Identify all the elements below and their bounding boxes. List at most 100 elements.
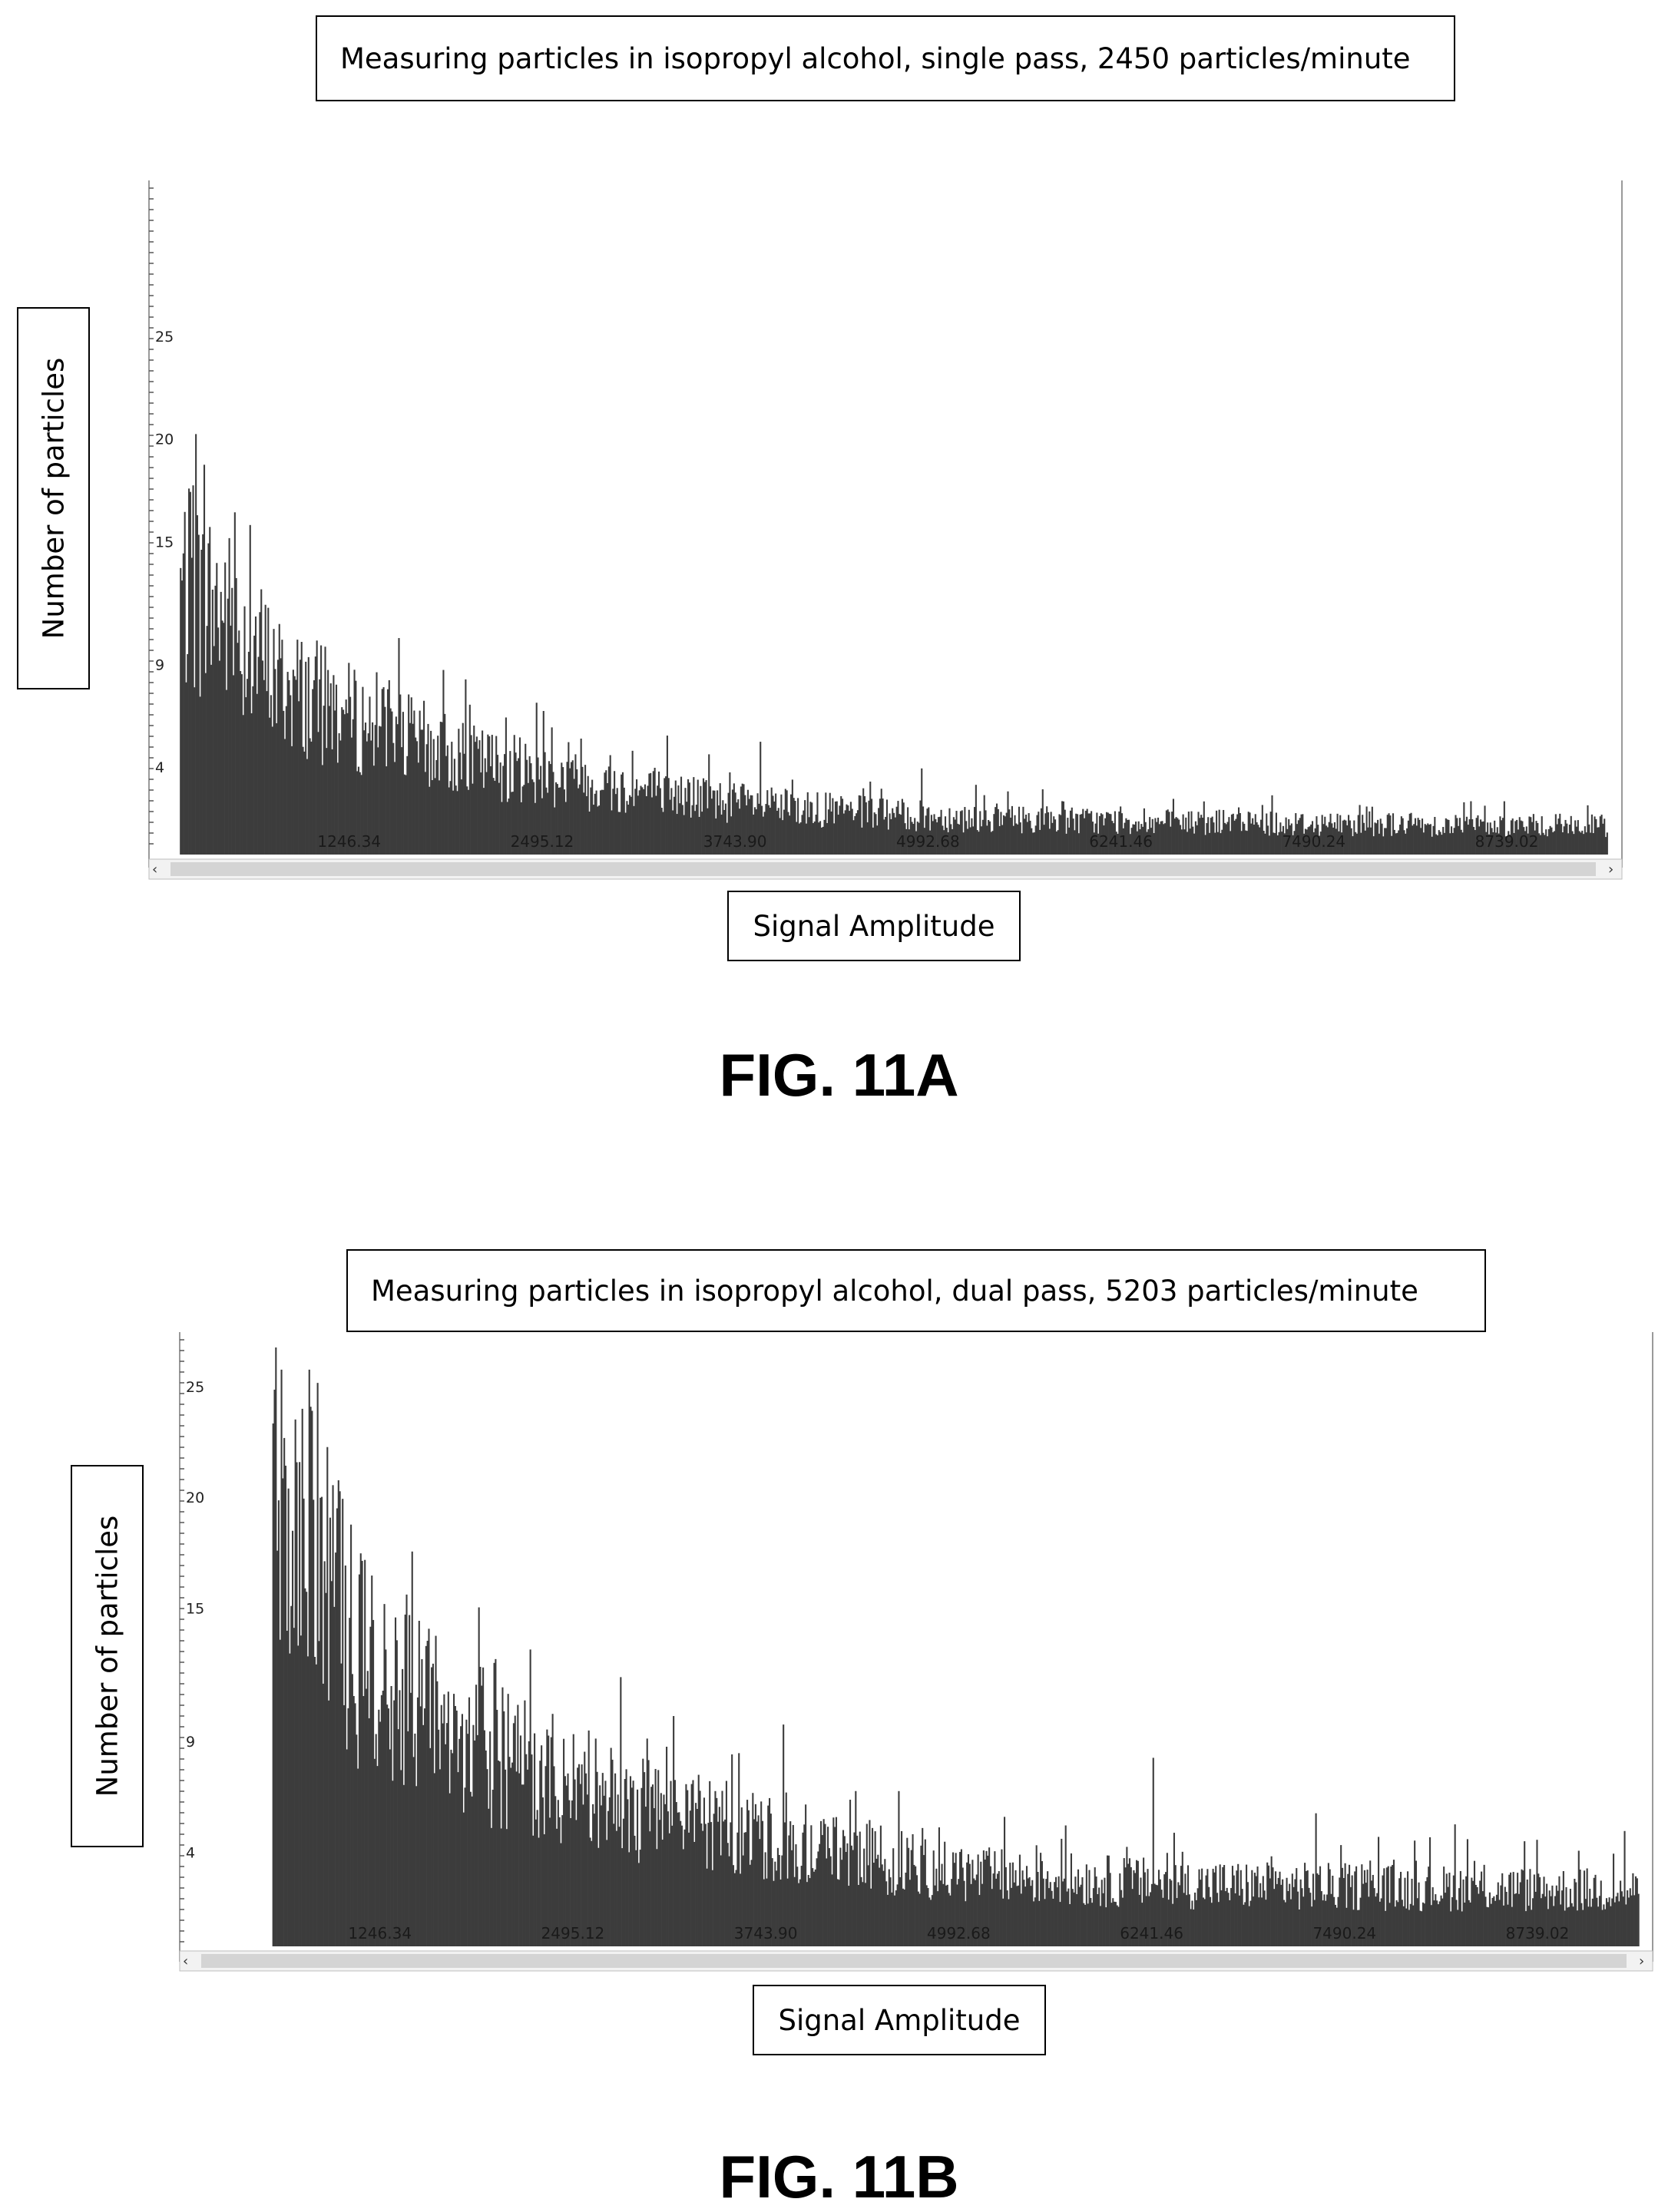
histogram-bar-b: [918, 1893, 921, 1946]
chart-title-a: Measuring particles in isopropyl alcohol…: [316, 15, 1455, 101]
histogram-bar-a: [261, 660, 264, 855]
histogram-bar-b: [798, 1883, 800, 1946]
histogram-bar-b: [1361, 1864, 1363, 1946]
histogram-bar-b: [1195, 1900, 1197, 1946]
histogram-bar-a: [250, 713, 253, 855]
histogram-bar-a: [676, 814, 678, 855]
histogram-bar-b: [1131, 1889, 1134, 1946]
histogram-bar-a: [591, 779, 594, 855]
histogram-bar-a: [1043, 825, 1045, 855]
histogram-bar-a: [1501, 818, 1504, 855]
histogram-bar-a: [453, 759, 455, 855]
histogram-bar-b: [819, 1843, 821, 1946]
histogram-bar-b: [650, 1787, 653, 1946]
histogram-bar-a: [314, 656, 316, 855]
histogram-bar-a: [1357, 815, 1359, 855]
scrollbar-thumb-a[interactable]: [170, 862, 1596, 876]
histogram-bar-b: [674, 1780, 676, 1946]
histogram-bar-b: [1605, 1898, 1608, 1946]
histogram-bar-b: [447, 1691, 449, 1946]
histogram-bar-a: [1124, 822, 1126, 855]
histogram-bar-a: [1278, 832, 1280, 855]
histogram-bar-b: [1037, 1872, 1039, 1946]
histogram-bar-a: [627, 804, 630, 855]
histogram-bar-b: [1272, 1867, 1274, 1946]
histogram-bar-b: [942, 1883, 945, 1946]
histogram-bar-b: [1419, 1910, 1422, 1946]
histogram-bar-b: [982, 1850, 985, 1946]
scroll-right-arrow-icon[interactable]: ›: [1608, 861, 1613, 878]
histogram-bar-a: [1168, 812, 1170, 855]
histogram-bar-b: [738, 1753, 740, 1946]
histogram-bar-a: [894, 817, 896, 855]
histogram-bar-b: [978, 1895, 981, 1946]
histogram-bar-b: [572, 1734, 574, 1946]
histogram-bar-a: [496, 755, 499, 855]
histogram-bar-b: [333, 1606, 336, 1946]
histogram-bar-b: [1105, 1907, 1107, 1946]
histogram-bar-b: [1135, 1860, 1138, 1946]
histogram-bar-b: [1564, 1910, 1566, 1946]
histogram-bar-a: [1326, 825, 1328, 855]
histogram-bar-b: [1316, 1873, 1319, 1946]
histogram-bar-b: [852, 1850, 854, 1946]
histogram-bar-a: [1491, 828, 1493, 855]
histogram-bar-b: [1194, 1892, 1196, 1946]
histogram-bar-a: [323, 706, 325, 855]
scrollbar-thumb-b[interactable]: [201, 1954, 1627, 1968]
x-tick-label-b: 8739.02: [1506, 1924, 1570, 1943]
histogram-bar-b: [1279, 1871, 1281, 1946]
histogram-bar-a: [199, 696, 201, 855]
histogram-bar-a: [1427, 823, 1429, 855]
histogram-bar-b: [511, 1762, 514, 1946]
histogram-bar-b: [279, 1639, 281, 1946]
histogram-bar-b: [548, 1817, 551, 1946]
histogram-bar-b: [1067, 1888, 1070, 1946]
histogram-bar-b: [1597, 1906, 1600, 1946]
histogram-bar-a: [818, 822, 820, 855]
histogram-bar-a: [570, 762, 573, 855]
histogram-bar-a: [859, 795, 862, 855]
scroll-left-arrow-icon[interactable]: ‹: [152, 861, 157, 878]
histogram-bar-b: [1092, 1888, 1094, 1946]
histogram-bar-a: [1537, 823, 1539, 855]
histogram-bar-b: [864, 1883, 867, 1946]
histogram-bar-a: [1192, 826, 1194, 855]
scroll-right-arrow-icon[interactable]: ›: [1639, 1953, 1644, 1969]
histogram-bar-a: [684, 788, 687, 855]
histogram-bar-a: [1019, 822, 1021, 855]
histogram-bar-a: [302, 746, 304, 855]
histogram-bar-a: [1187, 832, 1189, 855]
histogram-bar-a: [659, 788, 661, 855]
histogram-bar-b: [1397, 1902, 1399, 1946]
histogram-bar-a: [1175, 817, 1177, 855]
histogram-bar-a: [417, 762, 419, 855]
histogram-bar-b: [1507, 1904, 1509, 1946]
histogram-bar-b: [1527, 1906, 1530, 1946]
histogram-bar-a: [1316, 816, 1318, 855]
histogram-bar-b: [1522, 1870, 1524, 1946]
histogram-bar-b: [776, 1870, 778, 1946]
histogram-bar-b: [620, 1677, 622, 1946]
histogram-bar-a: [705, 780, 707, 855]
histogram-bar-b: [831, 1874, 833, 1946]
histogram-bar-b: [1124, 1867, 1127, 1946]
histogram-bar-a: [1488, 834, 1490, 855]
histogram-bar-b: [359, 1553, 362, 1946]
histogram-bar-a: [740, 786, 742, 855]
histogram-bar-a: [335, 684, 338, 855]
histogram-bar-a: [210, 664, 213, 855]
histogram-bar-a: [1398, 830, 1400, 855]
histogram-bar-b: [1567, 1907, 1569, 1946]
histogram-bar-a: [1180, 829, 1183, 855]
histogram-bar-a: [381, 689, 383, 855]
histogram-bar-a: [499, 762, 501, 855]
scroll-left-arrow-icon[interactable]: ‹: [183, 1953, 188, 1969]
histogram-bar-a: [331, 749, 333, 855]
histogram-bar-a: [463, 753, 465, 855]
histogram-bar-b: [1143, 1872, 1146, 1946]
histogram-bar-b: [567, 1773, 569, 1946]
histogram-bar-a: [518, 737, 521, 855]
histogram-bar-b: [507, 1694, 509, 1946]
histogram-bar-a: [355, 680, 357, 855]
